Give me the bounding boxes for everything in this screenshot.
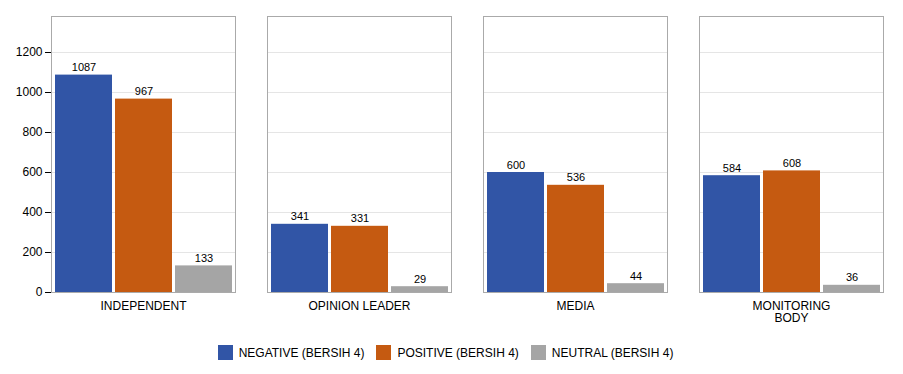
svg-text:0: 0: [36, 285, 43, 299]
svg-text:800: 800: [22, 125, 42, 139]
html-text:NEGATIVE (BERSIH 4): NEGATIVE (BERSIH 4): [238, 345, 365, 360]
svg-text:INDEPENDENT: INDEPENDENT: [100, 299, 187, 313]
html-text:NEUTRAL (BERSIH 4): NEUTRAL (BERSIH 4): [551, 345, 674, 360]
svg-text:1087: 1087: [72, 61, 96, 73]
svg-text:133: 133: [195, 252, 213, 264]
svg-text:1200: 1200: [16, 45, 43, 59]
svg-text:MEDIA: MEDIA: [556, 299, 594, 313]
svg-text:400: 400: [22, 205, 42, 219]
svg-text:36: 36: [846, 271, 858, 283]
svg-text:200: 200: [22, 245, 42, 259]
svg-text:536: 536: [567, 171, 585, 183]
svg-text:341: 341: [291, 210, 309, 222]
svg-text:OPINION LEADER: OPINION LEADER: [308, 299, 410, 313]
svg-text:600: 600: [22, 165, 42, 179]
svg-text:1000: 1000: [16, 85, 43, 99]
svg-text:967: 967: [135, 85, 153, 97]
svg-text:608: 608: [783, 157, 801, 169]
svg-text:44: 44: [630, 270, 642, 282]
html-text:POSITIVE (BERSIH 4): POSITIVE (BERSIH 4): [397, 345, 519, 360]
svg-text:600: 600: [507, 159, 525, 171]
svg-text:29: 29: [414, 273, 426, 285]
svg-text:331: 331: [351, 212, 369, 224]
svg-text:584: 584: [723, 162, 741, 174]
svg-text:MONITORINGBODY: MONITORINGBODY: [753, 299, 831, 325]
